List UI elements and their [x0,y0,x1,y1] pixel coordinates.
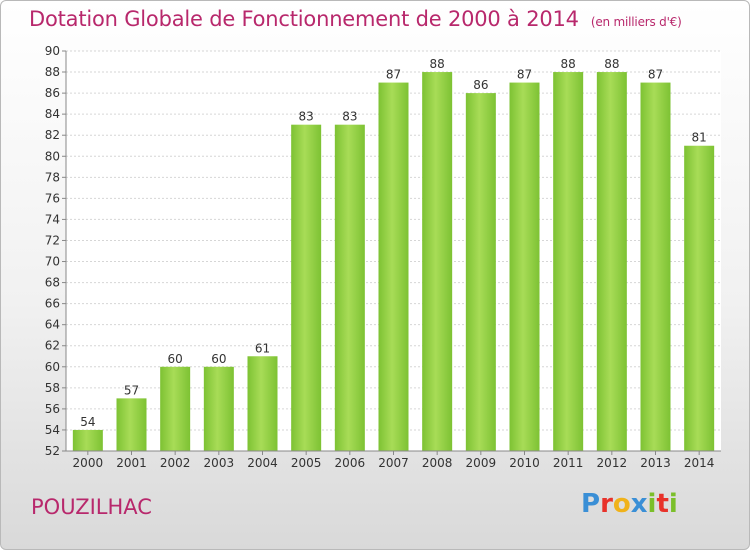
x-tick-label: 2005 [291,456,322,470]
logo-letter: i [647,489,657,519]
x-tick-label: 2006 [335,456,366,470]
y-tick-label: 58 [45,381,60,395]
y-tick-label: 60 [45,360,60,374]
bar-2001 [116,398,147,451]
y-tick-label: 88 [45,65,60,79]
x-tick-label: 2011 [553,456,584,470]
y-tick-label: 86 [45,86,60,100]
y-tick-label: 56 [45,402,60,416]
y-tick-label: 84 [45,107,60,121]
bar-2002 [160,366,191,451]
chart-title: Dotation Globale de Fonctionnement de 20… [29,7,682,31]
logo-letter: P [581,489,601,519]
bar-2006 [334,124,365,452]
bar-2012 [596,72,627,451]
value-label: 87 [517,68,532,82]
y-tick-label: 74 [45,212,60,226]
x-tick-label: 2013 [640,456,671,470]
x-tick-labels: 2000 2001 2002 2003 2004 2005 2006 2007 2008 2009… [73,456,715,470]
title-text: Dotation Globale de Fonctionnement de 20… [29,7,579,31]
value-label: 57 [124,383,139,397]
x-tick-label: 2007 [378,456,409,470]
y-tick-label: 90 [45,44,60,58]
x-tick-label: 2010 [509,456,540,470]
commune-name: POUZILHAC [31,495,152,519]
y-tick-label: 64 [45,318,60,332]
value-label: 88 [430,57,445,71]
bar-2005 [291,124,322,452]
x-tick-label: 2002 [160,456,191,470]
x-tick-label: 2004 [247,456,278,470]
value-label: 83 [342,110,357,124]
title-unit: (en milliers d'€) [590,15,682,29]
value-label: 83 [299,110,314,124]
value-label: 54 [80,415,95,429]
value-label: 88 [604,57,619,71]
bar-2014 [684,145,715,451]
value-label: 88 [561,57,576,71]
x-tick-label: 2008 [422,456,453,470]
x-tick-label: 2012 [597,456,628,470]
proxiti-logo: Proxiti [581,489,678,519]
bar-2004 [247,356,278,451]
y-tick-label: 82 [45,128,60,142]
logo-letter: t [656,489,669,519]
bar-2010 [509,82,540,451]
y-tick-label: 52 [45,444,60,458]
x-tick-label: 2001 [116,456,147,470]
axes [65,51,721,452]
logo-letter: r [600,489,613,519]
bar-2000 [72,429,103,451]
bar-2007 [378,82,409,451]
value-label: 87 [648,68,663,82]
value-label: 87 [386,68,401,82]
y-tick-label: 70 [45,255,60,269]
y-tick-labels: 52 54 56 58 60 62 64 66 68 70 72 74 76 78 80 82 84 86 88 90 [45,44,60,458]
y-tick-label: 54 [45,423,60,437]
value-labels: 54 57 60 60 61 83 83 87 88 86 87 88 88 87 81 [80,57,707,429]
value-label: 60 [168,352,183,366]
y-tick-label: 78 [45,170,60,184]
y-tick-label: 62 [45,339,60,353]
x-tick-label: 2009 [466,456,497,470]
y-tick-label: 76 [45,191,60,205]
value-label: 86 [473,78,488,92]
logo-letter: i [668,489,678,519]
x-tick-label: 2000 [73,456,104,470]
value-label: 60 [211,352,226,366]
bar-2003 [203,366,234,451]
logo-letter: o [612,489,631,519]
value-label: 61 [255,341,270,355]
bar-2011 [553,72,584,451]
x-tick-label: 2003 [204,456,235,470]
bar-2009 [465,93,496,452]
y-tick-label: 72 [45,233,60,247]
logo-letter: x [630,489,648,519]
bars [72,72,715,455]
y-tick-label: 68 [45,276,60,290]
y-tick-label: 66 [45,297,60,311]
x-tick-label: 2014 [684,456,715,470]
y-tick-label: 80 [45,149,60,163]
bar-2013 [640,82,671,451]
value-label: 81 [692,131,707,145]
bar-2008 [422,72,453,451]
